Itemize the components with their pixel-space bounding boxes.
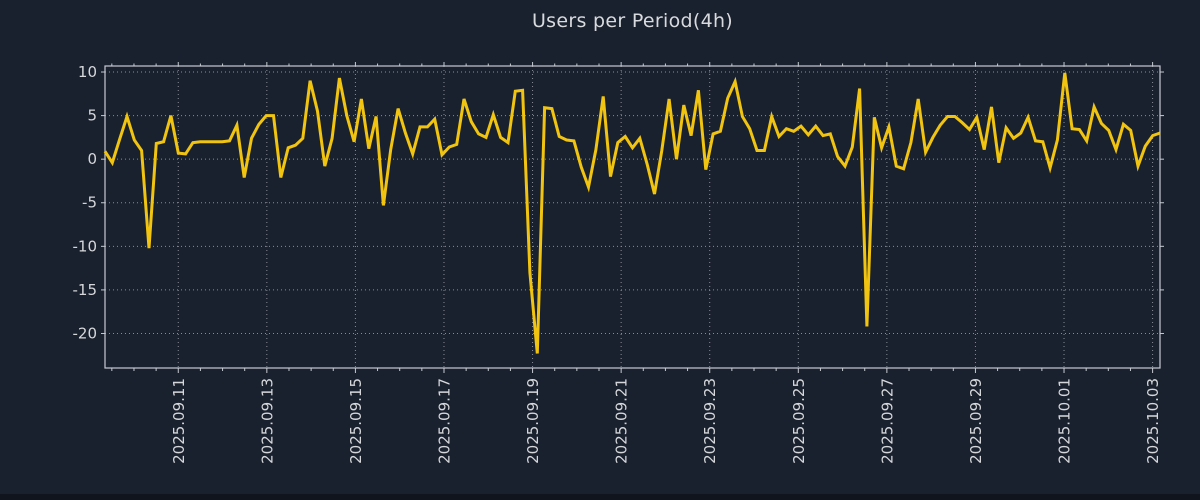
y-axis-tick-label: -10 — [73, 237, 98, 255]
x-axis-tick-label: 2025.09.19 — [524, 378, 542, 464]
x-axis-tick-label: 2025.10.01 — [1056, 378, 1074, 464]
users-series-line — [103, 72, 1161, 354]
x-axis-tick-label: 2025.09.29 — [967, 378, 985, 464]
plot-frame — [104, 65, 1161, 369]
x-axis-tick-label: 2025.09.17 — [435, 378, 453, 464]
chart-title: Users per Period(4h) — [531, 10, 734, 32]
bottom-strip — [0, 494, 1200, 500]
y-axis-tick-label: -20 — [73, 324, 98, 342]
x-axis-tick-label: 2025.09.25 — [790, 378, 808, 464]
y-axis-tick-label: 10 — [78, 63, 97, 81]
y-axis-tick-label: -5 — [82, 194, 97, 212]
y-axis-tick-label: -15 — [73, 281, 98, 299]
x-axis-tick-label: 2025.09.27 — [878, 378, 896, 464]
x-axis-tick-label: 2025.09.11 — [170, 378, 188, 464]
y-axis-tick-label: 0 — [87, 150, 97, 168]
x-axis-tick-label: 2025.09.23 — [701, 378, 719, 464]
x-axis-tick-label: 2025.09.21 — [613, 378, 631, 464]
x-axis-tick-label: 2025.09.13 — [258, 378, 276, 464]
x-axis-tick-label: 2025.10.03 — [1144, 378, 1162, 464]
x-axis-tick-label: 2025.09.15 — [347, 378, 365, 464]
y-axis-tick-label: 5 — [87, 107, 97, 125]
